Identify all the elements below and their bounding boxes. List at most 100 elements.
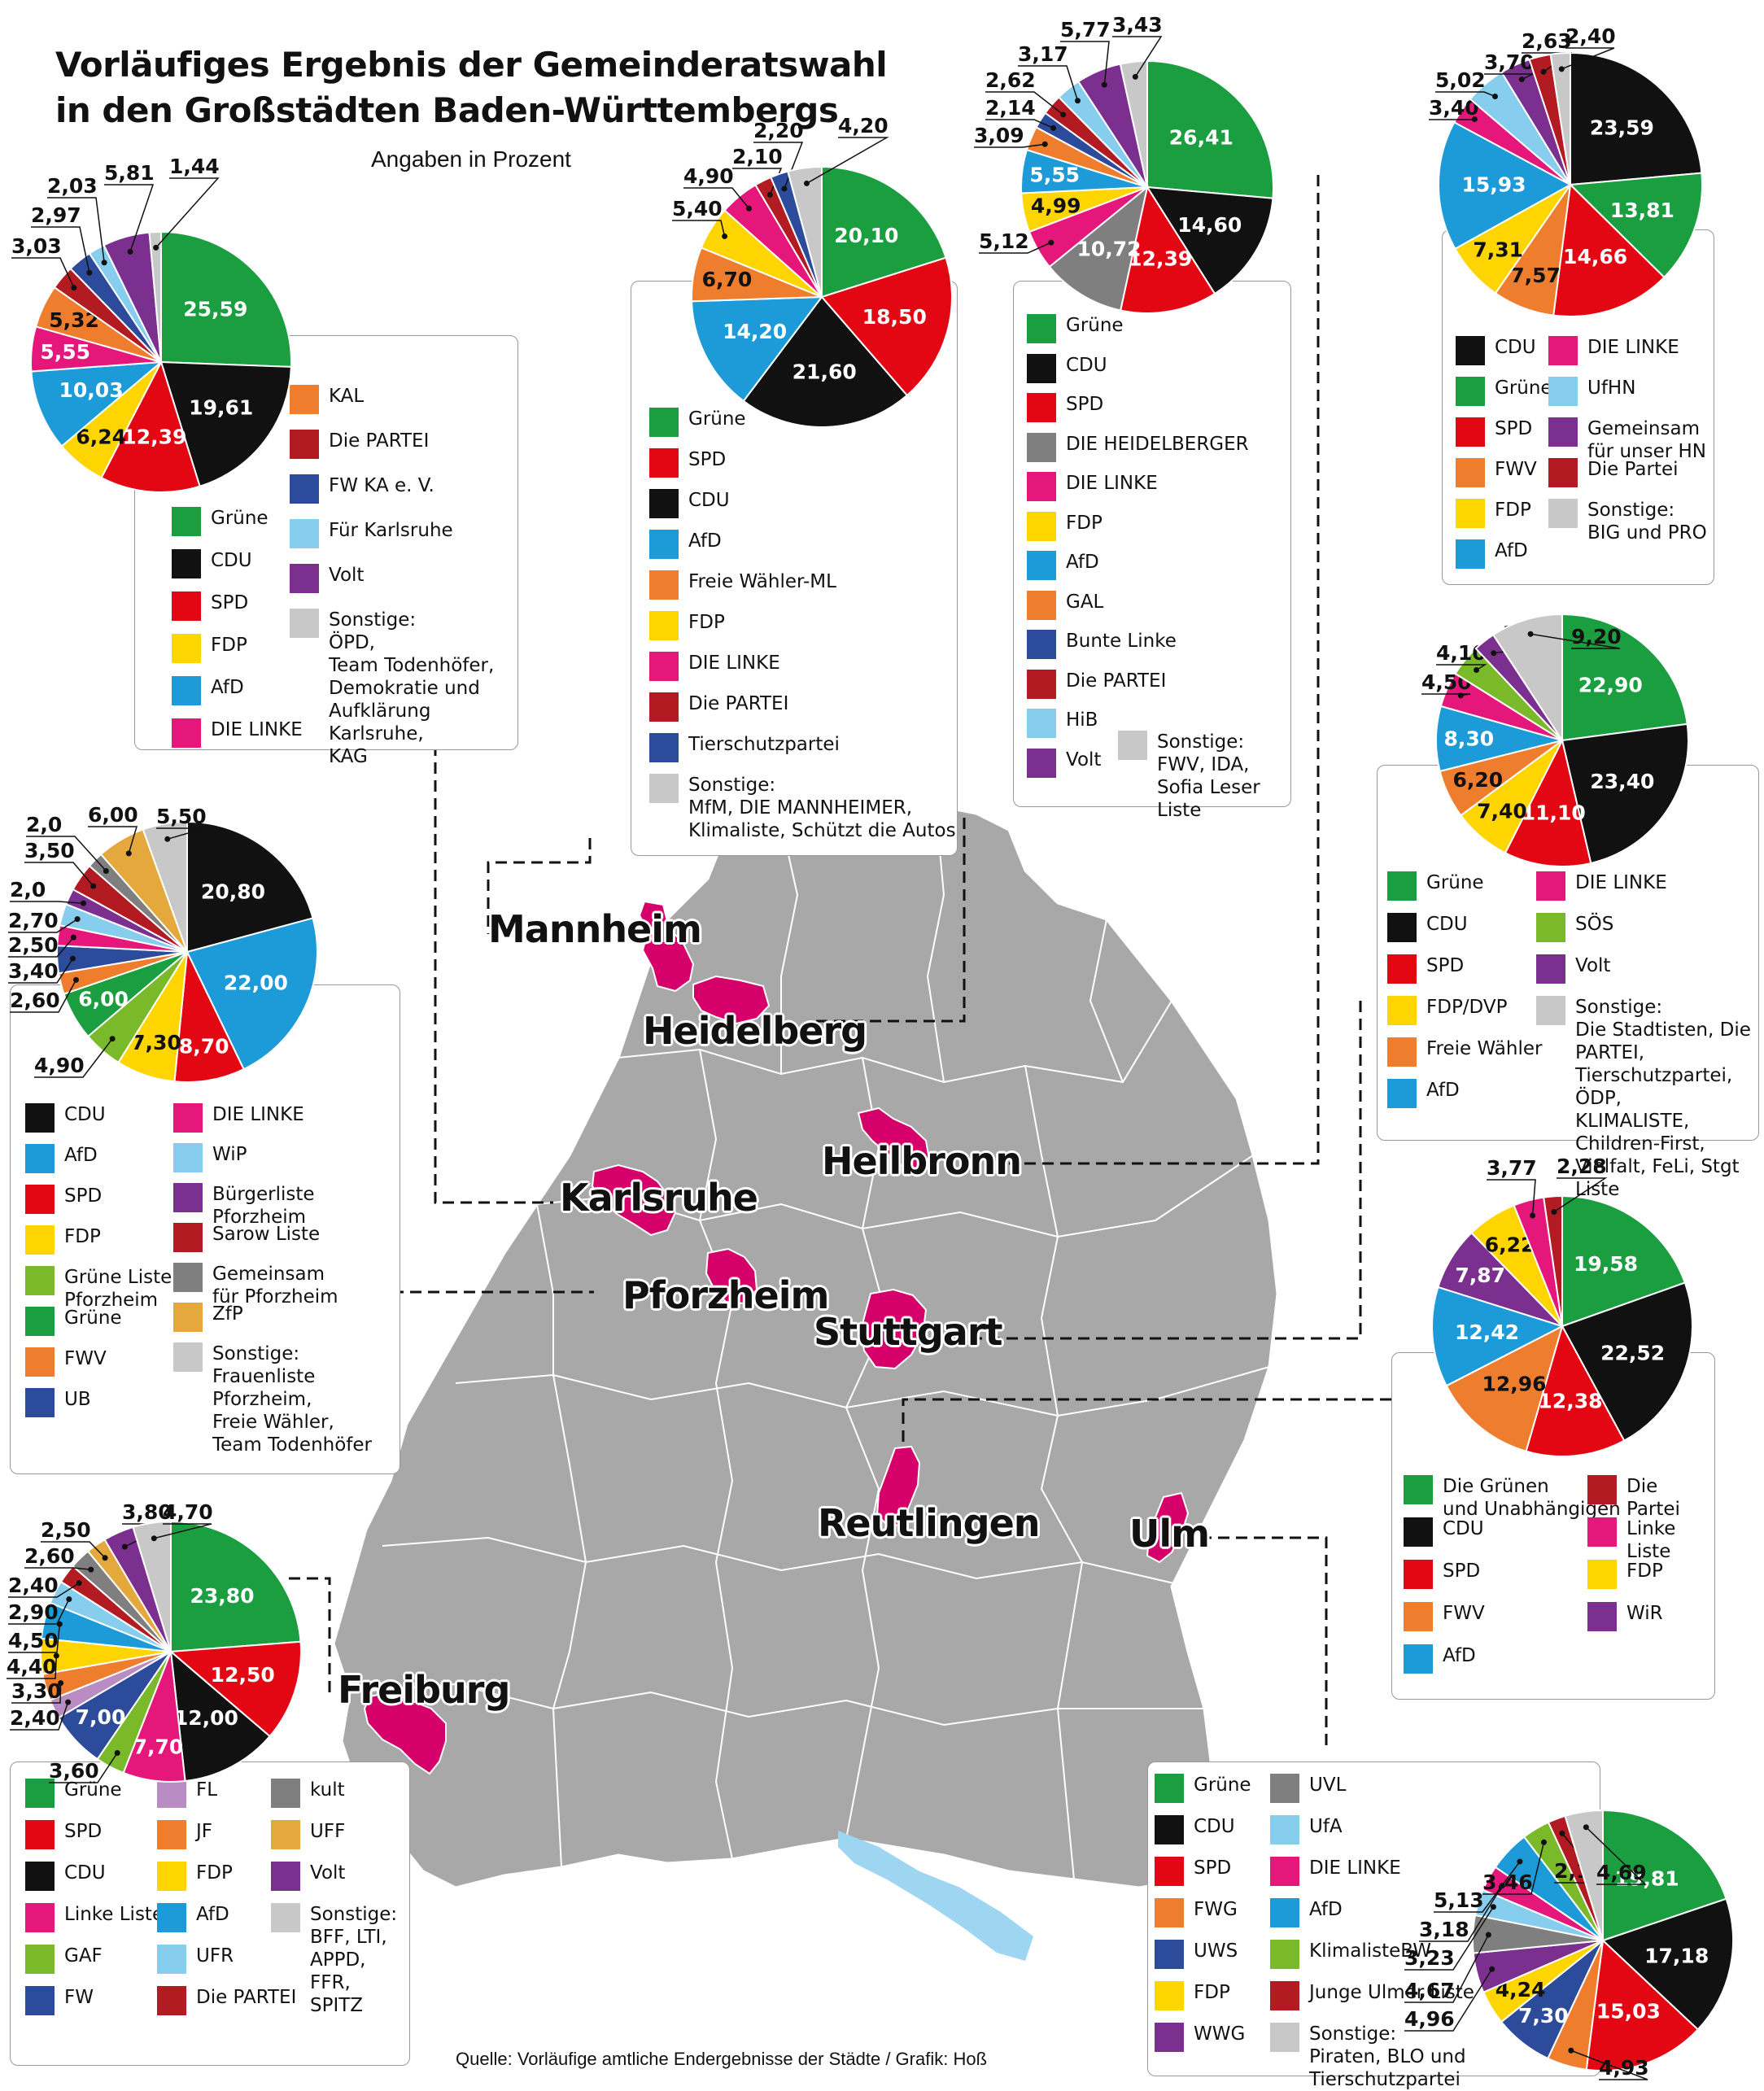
heilbronn-leader-dot-sonstige-big-und-pro	[1558, 66, 1565, 72]
legend-label: CDU	[1194, 1816, 1235, 1837]
legend-swatch	[1548, 417, 1578, 447]
freiburg-leader-dot-jf	[58, 1680, 64, 1687]
legend-karlsruhe-item-afd: AfD	[172, 676, 244, 705]
freiburg-area	[363, 1691, 447, 1775]
mannheim-slice-cdu	[742, 295, 909, 428]
legend-label: Bürgerliste Pforzheim	[212, 1184, 315, 1228]
freiburg-leader-dot-uff	[102, 1555, 108, 1561]
ulm-value-label-ufa: 3,23	[1404, 1946, 1455, 1970]
legend-label: DIE LINKE	[688, 653, 780, 674]
legend-swatch	[1270, 2023, 1299, 2052]
legend-label: CDU	[1426, 914, 1468, 935]
city-label-karlsruhe: Karlsruhe	[560, 1176, 758, 1220]
legend-swatch	[25, 1347, 55, 1377]
pforzheim-value-label-fwv: 2,60	[10, 989, 60, 1012]
heidelberg-leader-dot-bunte-linke	[1050, 124, 1057, 131]
karlsruhe-leader-dot-fur-karlsruhe	[101, 260, 107, 266]
mannheim-leader-dot-die-linke	[746, 205, 753, 212]
heidelberg-value-label-die-linke: 5,12	[979, 229, 1029, 253]
legend-swatch	[271, 1779, 300, 1808]
legend-pforzheim-item-ub: UB	[25, 1388, 91, 1417]
legend-reutlingen-item-die-partei: Die Partei	[1587, 1475, 1714, 1521]
legend-karlsruhe-item-cdu: CDU	[172, 549, 252, 578]
legend-karlsruhe-item-fur-karlsruhe: Für Karlsruhe	[290, 519, 453, 548]
reutlingen-slice-fwv	[1445, 1325, 1564, 1452]
ulm-leader-ufa	[1404, 1906, 1495, 1971]
heidelberg-value-label-gal: 3,09	[974, 124, 1024, 147]
legend-swatch	[649, 692, 679, 722]
heilbronn-value-label-die-partei: 2,63	[1522, 29, 1572, 53]
pie-reutlingen: 19,58 22,52 12,38 12,96 12,42 7,87 6,22 3,77 2,2…	[1395, 1155, 1721, 1481]
legend-mannheim-item-die-linke: DIE LINKE	[649, 652, 780, 681]
legend-swatch	[1536, 996, 1565, 1025]
karlsruhe-leader-dot-die-partei	[71, 285, 77, 291]
karlsruhe-value-label-fw-ka-e-v: 2,97	[31, 203, 81, 227]
karlsruhe-leader-die-partei	[11, 257, 75, 288]
legend-label: SPD	[1426, 955, 1465, 976]
legend-swatch	[1536, 871, 1565, 901]
freiburg-leader-dot-fdp	[53, 1652, 59, 1659]
pie-freiburg: 23,80 12,50 12,00 7,70 3,60 7,00 2,40 3,30 4,40 4…	[0, 1477, 325, 1802]
legend-label: FDP	[1495, 500, 1531, 521]
pforzheim-leader-grune-liste-pforzheim	[34, 1038, 113, 1078]
pforzheim-leader-dot-gemeinsam-fur-pforzheim	[103, 868, 109, 875]
legend-label: DIE HEIDELBERGER	[1066, 433, 1249, 455]
legend-pforzheim-item-spd: SPD	[25, 1185, 102, 1214]
heidelberg-leader-bunte-linke	[985, 119, 1054, 129]
legend-pforzheim-item-gemeinsam: Gemeinsam für Pforzheim	[173, 1263, 338, 1308]
freiburg-leader-afd	[8, 1624, 61, 1653]
heilbronn-value-label-sonstige-big-und-pro: 2,40	[1565, 24, 1616, 48]
ulm-slice-cdu	[1601, 1897, 1734, 2031]
freiburg-leader-dot-volt	[121, 1543, 128, 1550]
ulm-leader-dot-ufa	[1490, 1904, 1496, 1910]
legend-swatch	[1536, 954, 1565, 984]
legend-swatch	[1387, 1037, 1417, 1067]
legend-label: WiP	[212, 1144, 247, 1165]
legend-mannheim-item-afd: AfD	[649, 530, 722, 559]
legend-freiburg-item-uff: UFF	[271, 1820, 345, 1849]
heilbronn-value-label-afd: 15,93	[1462, 173, 1526, 197]
legend-heidelberg-item-afd: AfD	[1027, 551, 1099, 580]
freiburg-slice-spd	[168, 1640, 302, 1738]
freiburg-leader-dot-kult	[88, 1566, 94, 1573]
legend-label: SPD	[64, 1185, 103, 1207]
legend-label: Gemeinsam für unser HN	[1587, 418, 1706, 462]
legend-swatch	[1548, 377, 1578, 406]
reutlingen-slice-spd	[1525, 1324, 1626, 1457]
karlsruhe-value-label-volt: 5,81	[104, 161, 155, 185]
legend-stuttgart-item-die-linke: DIE LINKE	[1536, 871, 1667, 901]
legend-label: Die PARTEI	[1066, 670, 1167, 692]
legend-label: Grüne	[211, 508, 269, 529]
karlsruhe-value-label-sonstige: 1,44	[169, 155, 220, 178]
legend-label: SÖS	[1575, 914, 1614, 935]
legend-swatch	[1404, 1602, 1433, 1631]
legend-swatch	[157, 1820, 186, 1849]
legend-swatch	[649, 530, 679, 559]
legend-swatch	[1548, 458, 1578, 487]
legend-swatch	[1118, 731, 1147, 760]
legend-swatch	[157, 1779, 186, 1808]
karlsruhe-slice-spd	[100, 360, 201, 493]
legend-karlsruhe-item-sonstige: Sonstige: ÖPD, Team Todenhöfer, Demokrat…	[290, 609, 517, 768]
legend-label: Grüne	[64, 1307, 122, 1329]
legend-swatch	[172, 634, 201, 663]
stuttgart-slice-cdu	[1561, 722, 1689, 865]
heilbronn-value-label-grune: 13,81	[1610, 199, 1674, 222]
freiburg-value-label-sonstige: 4,70	[163, 1500, 213, 1524]
freiburg-slice-cdu	[169, 1649, 271, 1783]
legend-swatch	[1404, 1517, 1433, 1547]
mannheim-leader-die-linke	[683, 187, 750, 209]
legend-heidelberg-item-hib: HiB	[1027, 709, 1098, 738]
pforzheim-leader-dot-zfp	[125, 850, 132, 857]
legend-ulm-item-cdu: CDU	[1155, 1815, 1235, 1844]
legend-label: Junge Ulmer Liste	[1309, 1982, 1474, 2003]
freiburg-leader-kult	[24, 1567, 91, 1570]
karlsruhe-leader-fur-karlsruhe	[47, 197, 105, 263]
city-label-pforzheim: Pforzheim	[622, 1273, 829, 1317]
legend-label: DIE LINKE	[212, 1104, 304, 1125]
legend-swatch	[25, 1103, 55, 1133]
legend-swatch	[157, 1903, 186, 1932]
heidelberg-leader-die-partei	[985, 91, 1064, 116]
heidelberg-leader-volt	[1060, 41, 1110, 85]
legend-swatch	[173, 1183, 203, 1212]
